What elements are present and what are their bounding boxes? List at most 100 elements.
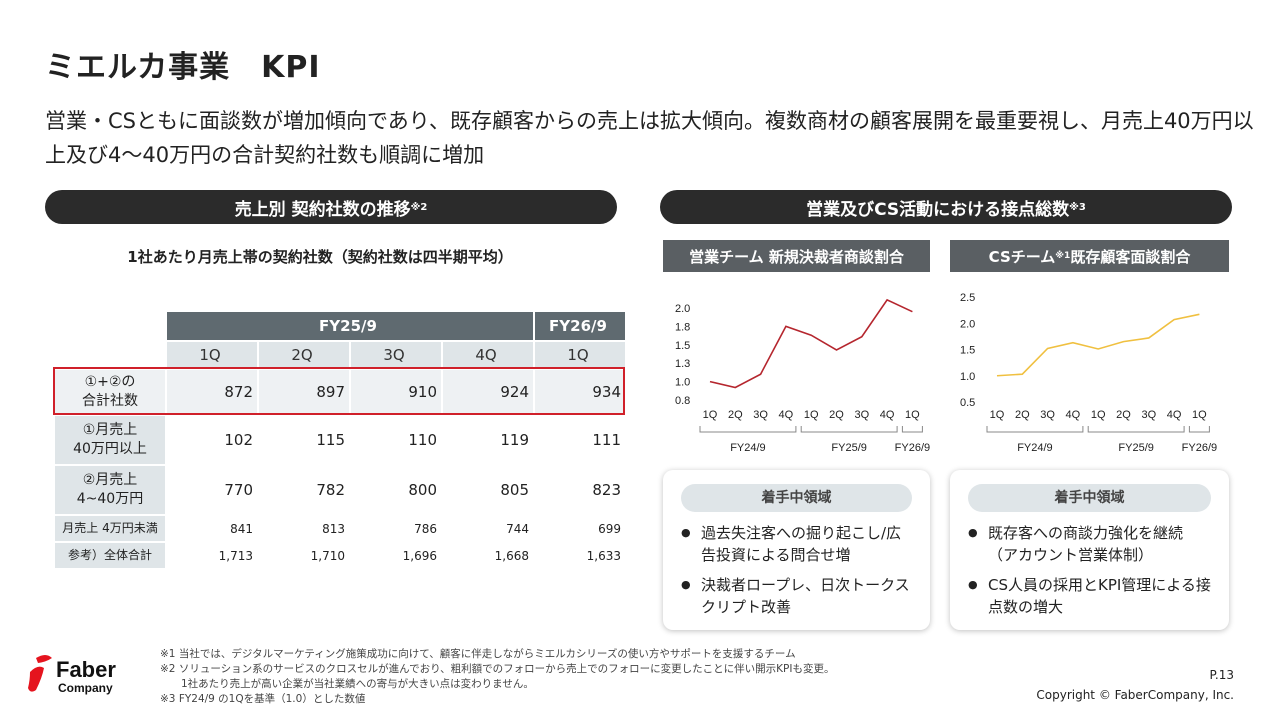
y-tick-label: 2.0: [960, 318, 975, 330]
list-item: 既存客への商談力強化を継続（アカウント営業体制）: [968, 522, 1211, 566]
y-tick-label: 0.5: [960, 397, 975, 409]
left-section-header: 売上別 契約社数の推移 ※2: [45, 190, 617, 224]
quarter-header: 1Q: [535, 342, 625, 368]
footnotes: ※1 当社では、デジタルマーケティング施策成功に向けて、顧客に伴走しながらミエル…: [160, 647, 834, 707]
footnote: ※3 FY24/9 の1Qを基準（1.0）とした数値: [160, 693, 366, 705]
x-tick-label: 3Q: [1040, 409, 1055, 421]
x-tick-label: 1Q: [1091, 409, 1106, 421]
row-label: ①+②の合計社数: [55, 370, 165, 414]
table-cell: 1,696: [402, 548, 437, 563]
y-tick-label: 1.0: [960, 371, 975, 383]
svg-text:Company: Company: [58, 681, 113, 695]
row-label: ①月売上 40万円以上: [55, 416, 165, 464]
quarter-header: 4Q: [443, 342, 533, 368]
right-header-note: ※3: [1069, 201, 1086, 213]
row-label-line: ①月売上: [82, 422, 138, 438]
svg-text:Faber: Faber: [56, 657, 116, 682]
y-tick-label: 1.8: [675, 321, 690, 333]
group-label: FY25/9: [1118, 442, 1153, 454]
group-bracket: [1188, 426, 1210, 433]
table-cell: 111: [592, 431, 621, 449]
x-tick-label: 1Q: [703, 409, 718, 421]
x-tick-label: 4Q: [779, 409, 794, 421]
group-label: FY24/9: [1017, 442, 1052, 454]
group-label: FY26/9: [895, 442, 930, 454]
contract-table: FY25/9 FY26/9 1Q 2Q 3Q 4Q 1Q ①+②の 合計社数 872 897 91…: [53, 310, 627, 570]
footnote: ※1 当社では、デジタルマーケティング施策成功に向けて、顧客に伴走しながらミエル…: [160, 648, 796, 660]
table-row: 参考）全体合計 1,713 1,710 1,696 1,668 1,633: [55, 543, 625, 568]
logo-mark: [28, 655, 52, 692]
table-cell: 770: [224, 481, 253, 499]
group-bracket: [1087, 426, 1185, 433]
quarter-header: 1Q: [167, 342, 257, 368]
cs-header-text2: 既存顧客面談割合: [1070, 247, 1191, 266]
x-tick-label: 2Q: [829, 409, 844, 421]
table-cell: 934: [535, 370, 625, 414]
row-label: 参考）全体合計: [55, 543, 165, 568]
card-title: 着手中領域: [681, 484, 912, 512]
x-tick-label: 4Q: [880, 409, 895, 421]
group-label: FY24/9: [730, 442, 765, 454]
footnote: 1社あたり売上が高い企業が当社業績への寄与が大きい点は変わりません。: [160, 678, 534, 690]
card-title: 着手中領域: [968, 484, 1211, 512]
x-tick-label: 3Q: [854, 409, 869, 421]
x-tick-label: 4Q: [1167, 409, 1182, 421]
table-row: 月売上 4万円未満 841 813 786 744 699: [55, 516, 625, 541]
row-label-line: 月売上 4万円未満: [62, 521, 158, 535]
series-line: [709, 298, 913, 389]
cs-line-chart: 0.5 1.0 1.5 2.0 2.5 1Q 2Q 3Q 4Q 1Q 2Q 3Q 4Q 1Q FY24/9 F…: [960, 292, 1217, 454]
x-tick-label: 4Q: [1066, 409, 1081, 421]
highlight-box: [53, 367, 625, 415]
x-tick-label: 1Q: [1192, 409, 1207, 421]
table-cell: 924: [443, 370, 533, 414]
table-cell: 872: [167, 370, 257, 414]
cs-header-note: ※1: [1055, 251, 1071, 261]
x-tick-label: 1Q: [804, 409, 819, 421]
lead-text: 営業・CSともに面談数が増加傾向であり、既存顧客からの売上は拡大傾向。複数商材の…: [45, 109, 1254, 167]
row-label: 月売上 4万円未満: [55, 516, 165, 541]
right-header-text: 営業及びCS活動における接点総数: [806, 199, 1070, 220]
list-item: CS人員の採用とKPI管理による接点数の増大: [968, 574, 1211, 618]
table-cell: 699: [598, 521, 621, 536]
table-cell: 823: [592, 481, 621, 499]
row-label-line: 合計社数: [82, 393, 138, 409]
sales-focus-card: 着手中領域 過去失注客への掘り起こし/広告投資による問合せ増決裁者ロープレ、日次…: [663, 470, 930, 630]
table-cell: 800: [408, 481, 437, 499]
row-label-line: ①+②の: [84, 374, 136, 390]
page-title: ミエルカ事業 KPI: [45, 50, 321, 85]
group-label: FY25/9: [831, 442, 866, 454]
sales-chart-header: 営業チーム 新規決裁者商談割合: [663, 240, 930, 272]
table-row: ①+②の 合計社数 872 897 910 924 934: [55, 370, 625, 414]
fy-header: FY25/9: [167, 312, 533, 340]
y-tick-label: 1.5: [675, 340, 690, 352]
table-cell: 1,713: [218, 548, 253, 563]
table-cell: 102: [224, 431, 253, 449]
left-header-note: ※2: [410, 201, 428, 213]
x-tick-label: 1Q: [905, 409, 920, 421]
list-item: 決裁者ロープレ、日次トークスクリプト改善: [681, 574, 912, 618]
faber-company-logo: Faber Company: [28, 655, 116, 695]
x-tick-label: 2Q: [1015, 409, 1030, 421]
table-cell: 841: [230, 521, 253, 536]
table-row: ②月売上 4~40万円 770 782 800 805 823: [55, 466, 625, 514]
table-cell: 897: [259, 370, 349, 414]
x-tick-label: 3Q: [1141, 409, 1156, 421]
row-label-line: 40万円以上: [73, 441, 147, 457]
y-tick-label: 1.0: [675, 377, 690, 389]
copyright: Copyright © FaberCompany, Inc.: [1036, 688, 1234, 702]
cs-focus-card: 着手中領域 既存客への商談力強化を継続（アカウント営業体制） CS人員の採用とKP…: [950, 470, 1229, 630]
footnote: ※2 ソリューション系のサービスのクロスセルが進んでおり、粗利額でのフォローから…: [160, 663, 835, 675]
group-bracket: [800, 426, 898, 433]
list-item: 過去失注客への掘り起こし/広告投資による問合せ増: [681, 522, 912, 566]
table-cell: 1,710: [310, 548, 345, 563]
y-tick-label: 0.8: [675, 395, 690, 407]
group-bracket: [986, 426, 1084, 433]
y-tick-label: 2.5: [960, 292, 975, 304]
table-cell: 110: [408, 431, 437, 449]
table-cell: 744: [506, 521, 529, 536]
cs-chart-header: CSチーム ※1 既存顧客面談割合: [950, 240, 1229, 272]
table-cell: 119: [500, 431, 529, 449]
fy-header: FY26/9: [535, 312, 625, 340]
x-tick-label: 3Q: [753, 409, 768, 421]
table-cell: 1,668: [494, 548, 529, 563]
